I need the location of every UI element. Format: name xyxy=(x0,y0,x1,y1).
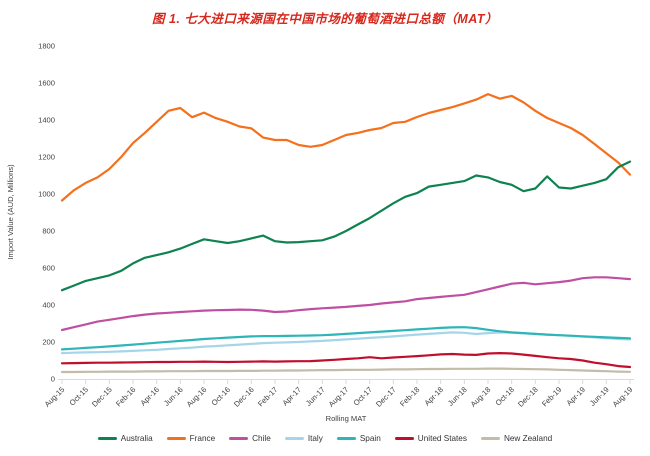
y-axis-tick-labels: 0 200 400 600 800 1000 1200 1400 1600 1800 xyxy=(38,42,55,384)
x-tick-label: Oct-17 xyxy=(352,385,374,407)
legend-item-italy: Italy xyxy=(284,434,323,443)
y-tick-label: 1600 xyxy=(38,79,55,88)
x-tick-label: Apr-17 xyxy=(281,385,303,407)
legend-item-france: France xyxy=(166,434,216,443)
chart-title: 图 1. 七大进口来源国在中国市场的葡萄酒进口总额（MAT） xyxy=(151,12,499,26)
legend-swatch xyxy=(166,437,186,440)
x-tick-label: Feb-16 xyxy=(114,385,137,408)
x-tick-label: Jun-17 xyxy=(304,385,327,408)
x-tick-label: Aug-16 xyxy=(185,385,209,409)
x-tick-label: Aug-17 xyxy=(327,385,351,409)
legend-swatch xyxy=(394,437,414,440)
x-tick-label: Apr-19 xyxy=(565,385,587,407)
y-tick-label: 0 xyxy=(51,375,55,384)
series-line-chile xyxy=(60,276,632,332)
x-tick-label: Feb-19 xyxy=(540,385,563,408)
x-tick-label: Oct-18 xyxy=(494,385,516,407)
x-tick-label: Aug-19 xyxy=(611,385,635,409)
y-tick-label: 200 xyxy=(42,338,55,347)
legend-label: United States xyxy=(417,434,467,443)
legend-swatch xyxy=(284,437,304,440)
legend-label: Spain xyxy=(359,434,381,443)
legend-item-new-zealand: New Zealand xyxy=(480,434,553,443)
x-tick-label: Feb-18 xyxy=(398,385,421,408)
legend-label: Italy xyxy=(307,434,323,443)
x-tick-label: Feb-17 xyxy=(256,385,279,408)
legend-label: New Zealand xyxy=(503,434,553,443)
x-tick-label: Dec-15 xyxy=(90,385,114,409)
x-tick-label: Dec-17 xyxy=(374,385,398,409)
x-tick-label: Apr-18 xyxy=(423,385,445,407)
legend-item-chile: Chile xyxy=(229,434,271,443)
legend-label: Australia xyxy=(120,434,153,443)
series-line-new-zealand xyxy=(60,367,632,374)
legend-item-australia: Australia xyxy=(97,434,153,443)
y-tick-label: 600 xyxy=(42,264,55,273)
y-axis-title: Import Value (AUD, Millions) xyxy=(6,164,15,260)
x-tick-label: Apr-16 xyxy=(139,385,161,407)
legend-swatch xyxy=(480,437,500,440)
legend-item-united-states: United States xyxy=(394,434,467,443)
legend-swatch xyxy=(336,437,356,440)
x-tick-label: Oct-15 xyxy=(68,385,90,407)
legend-label: France xyxy=(189,434,216,443)
legend: Australia France Chile Italy Spain United Sta… xyxy=(0,434,650,443)
x-tick-label: Aug-18 xyxy=(469,385,493,409)
series-line-australia xyxy=(60,160,632,292)
legend-swatch xyxy=(229,437,249,440)
x-axis-title: Rolling MAT xyxy=(326,414,367,423)
series-line-united-states xyxy=(60,352,632,369)
legend-swatch xyxy=(97,437,117,440)
series-lines xyxy=(60,92,632,374)
legend-item-spain: Spain xyxy=(336,434,381,443)
y-tick-label: 1200 xyxy=(38,153,55,162)
y-tick-label: 800 xyxy=(42,227,55,236)
x-tick-label: Aug-15 xyxy=(43,385,67,409)
line-chart: Import Value (AUD, Millions) Rolling MAT… xyxy=(6,42,635,423)
y-tick-label: 1000 xyxy=(38,190,55,199)
x-tick-label: Jun-18 xyxy=(446,385,469,408)
x-tick-label: Dec-18 xyxy=(516,385,540,409)
series-line-spain xyxy=(60,326,632,351)
x-axis: Aug-15 Oct-15 Dec-15 Feb-16 Apr-16 Jun-16 Aug-… xyxy=(43,379,635,409)
x-tick-label: Jun-16 xyxy=(162,385,185,408)
x-tick-label: Oct-16 xyxy=(210,385,232,407)
x-tick-label: Dec-16 xyxy=(232,385,256,409)
x-tick-label: Jun-19 xyxy=(588,385,611,408)
y-tick-label: 1400 xyxy=(38,116,55,125)
series-line-france xyxy=(60,92,632,202)
y-tick-label: 400 xyxy=(42,301,55,310)
legend-label: Chile xyxy=(252,434,271,443)
y-tick-label: 1800 xyxy=(38,42,55,51)
